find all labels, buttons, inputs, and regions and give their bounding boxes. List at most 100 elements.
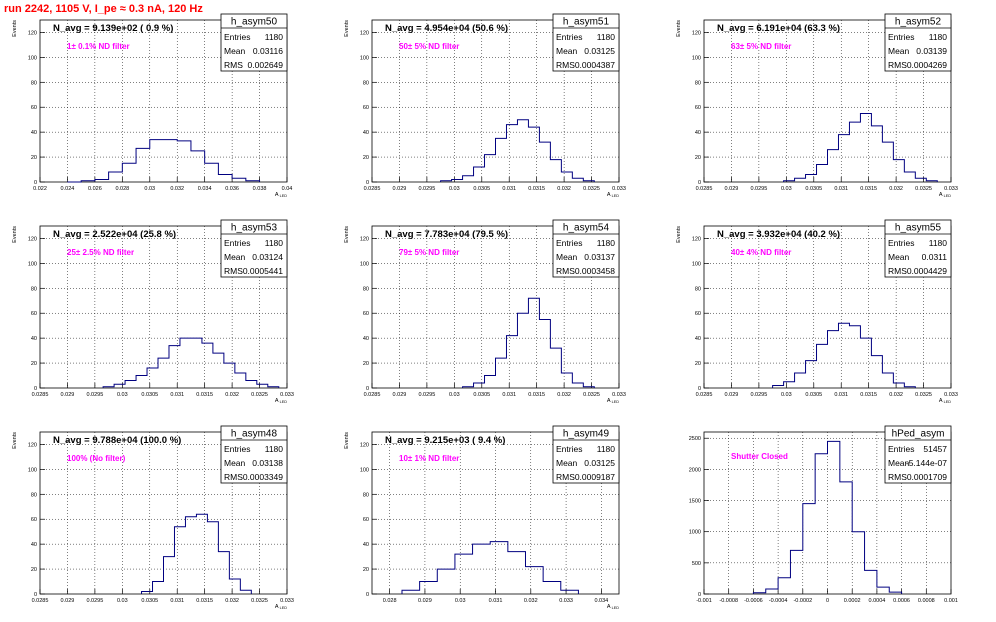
y-tick-label: 100: [360, 261, 369, 267]
plot-frame: [39, 225, 288, 389]
y-tick-label: 60: [31, 311, 37, 317]
stats-value: 0.0004269: [907, 60, 947, 70]
stats-label: RMS: [224, 60, 243, 70]
x-axis-label: A LED: [275, 398, 287, 404]
x-tick-label: 0.031: [170, 392, 184, 398]
y-tick-label: 20: [695, 155, 701, 161]
x-tick-label: 0.031: [170, 598, 184, 604]
histogram-series-line: [141, 513, 252, 594]
stats-value: 0.0311: [922, 252, 948, 262]
y-tick-label: 2500: [689, 436, 701, 442]
stats-value: 1180: [265, 238, 284, 248]
y-tick-label: 100: [692, 55, 701, 61]
run-title: run 2242, 1105 V, I_pe ≈ 0.3 nA, 120 Hz: [4, 3, 203, 15]
y-tick-label: 40: [363, 336, 369, 342]
y-tick-label: 20: [31, 361, 37, 367]
x-tick-label: 0.029: [61, 392, 75, 398]
y-tick-label: 20: [695, 361, 701, 367]
stats-label: Entries: [556, 238, 582, 248]
x-tick-label: 0.03: [449, 392, 460, 398]
x-tick-label: 0.032: [889, 392, 903, 398]
y-tick-label: 0: [698, 180, 701, 186]
y-axis-label: Events: [12, 226, 18, 243]
y-tick-label: 120: [360, 442, 369, 448]
y-axis-label: Events: [344, 20, 350, 37]
x-tick-label: 0.038: [253, 186, 267, 192]
x-tick-label: 0.031: [834, 392, 848, 398]
x-tick-label: 0.029: [725, 186, 739, 192]
x-tick-label: -0.0006: [744, 598, 763, 604]
x-tick-label: 0.03: [781, 392, 792, 398]
x-tick-label: 0.0008: [918, 598, 935, 604]
plot-frame: [371, 431, 620, 595]
stats-value: 1180: [929, 32, 948, 42]
x-tick-label: 0.033: [944, 392, 958, 398]
stats-label: RMS: [224, 472, 243, 482]
x-tick-label: 0.0285: [696, 392, 713, 398]
stats-label: Entries: [224, 444, 250, 454]
stats-value: 0.0004429: [907, 266, 947, 276]
y-tick-label: 120: [28, 30, 37, 36]
stats-label: RMS: [888, 472, 907, 482]
stats-label: Mean: [224, 46, 246, 56]
histogram-series-line: [67, 139, 261, 183]
x-tick-label: 0.0285: [32, 598, 49, 604]
x-tick-label: 0.03: [781, 186, 792, 192]
x-tick-label: 0.0295: [418, 186, 435, 192]
x-tick-label: 0.033: [944, 186, 958, 192]
y-tick-label: 1000: [689, 530, 701, 536]
x-tick-label: 0.001: [944, 598, 958, 604]
filter-annotation: 1± 0.1% ND filter: [67, 42, 130, 51]
x-tick-label: 0.029: [393, 186, 407, 192]
x-tick-label: 0.033: [559, 598, 573, 604]
x-tick-label: 0.022: [33, 186, 47, 192]
histogram-series-line: [401, 541, 579, 594]
y-tick-label: 100: [692, 261, 701, 267]
stats-label: Mean: [888, 46, 910, 56]
y-tick-label: 120: [692, 30, 701, 36]
x-axis-label: A LED: [607, 192, 619, 198]
filter-annotation: 25± 2.5% ND filter: [67, 248, 134, 257]
x-axis-label: A LED: [607, 604, 619, 610]
stats-label: Entries: [888, 238, 914, 248]
y-tick-label: 100: [360, 55, 369, 61]
histogram-panel-hPed_asym: -0.001 -0.0008 -0.0006 -0.0004 -0.0002 0 0.000…: [689, 425, 958, 604]
x-tick-label: 0.031: [502, 392, 516, 398]
x-tick-label: 0.0295: [86, 392, 103, 398]
y-tick-label: 60: [363, 311, 369, 317]
x-tick-label: 0.036: [225, 186, 239, 192]
y-tick-label: 120: [28, 442, 37, 448]
stats-title: h_asym53: [231, 223, 278, 234]
y-tick-label: 80: [31, 492, 37, 498]
stats-title: h_asym48: [231, 429, 278, 440]
x-tick-label: 0.024: [61, 186, 75, 192]
x-tick-label: 0.0325: [251, 598, 268, 604]
y-tick-label: 80: [363, 492, 369, 498]
y-tick-label: 20: [31, 567, 37, 573]
y-tick-label: 60: [695, 105, 701, 111]
plot-frame: [371, 19, 620, 183]
x-tick-label: 0.0325: [583, 186, 600, 192]
stats-label: Entries: [888, 32, 914, 42]
y-tick-label: 100: [28, 261, 37, 267]
x-tick-label: 0.0285: [696, 186, 713, 192]
y-tick-label: 20: [363, 155, 369, 161]
x-tick-label: 0.0325: [915, 186, 932, 192]
y-tick-label: 120: [692, 236, 701, 242]
y-tick-label: 60: [363, 105, 369, 111]
x-tick-label: 0.029: [725, 392, 739, 398]
filter-annotation: 50± 5% ND filter: [399, 42, 459, 51]
x-tick-label: 0.032: [557, 392, 571, 398]
stats-value: 1180: [265, 444, 284, 454]
x-tick-label: 0.0315: [528, 392, 545, 398]
y-tick-label: 40: [695, 336, 701, 342]
navg-header: N_avg = 6.191e+04 (63.3 %): [717, 23, 840, 34]
histogram-panel-h_asym54: 0.0285 0.029 0.0295 0.03 0.0305 0.031 0.0315 0.…: [344, 219, 626, 404]
y-tick-label: 0: [34, 386, 37, 392]
y-tick-label: 60: [31, 517, 37, 523]
stats-value: 1180: [265, 32, 284, 42]
stats-title: h_asym54: [563, 223, 610, 234]
stats-value: 0.0009187: [575, 472, 615, 482]
stats-title: h_asym51: [563, 17, 610, 28]
x-tick-label: 0.0004: [868, 598, 885, 604]
